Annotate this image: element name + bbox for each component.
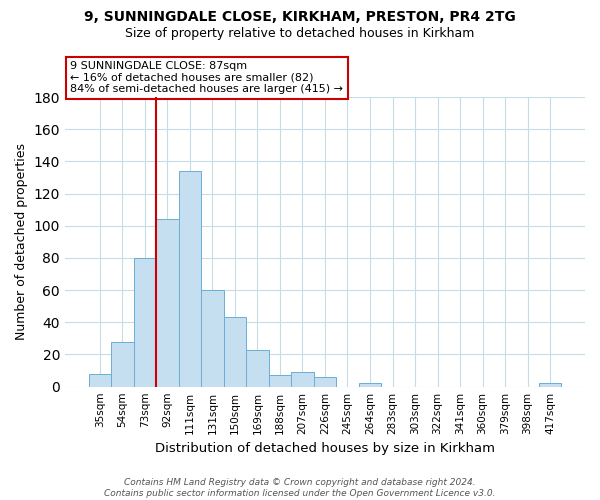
Bar — [134, 258, 156, 386]
Bar — [359, 384, 381, 386]
Text: 9 SUNNINGDALE CLOSE: 87sqm
← 16% of detached houses are smaller (82)
84% of semi: 9 SUNNINGDALE CLOSE: 87sqm ← 16% of deta… — [70, 61, 343, 94]
Bar — [179, 171, 201, 386]
Text: Size of property relative to detached houses in Kirkham: Size of property relative to detached ho… — [125, 28, 475, 40]
Y-axis label: Number of detached properties: Number of detached properties — [15, 144, 28, 340]
Bar — [224, 318, 246, 386]
Bar — [111, 342, 134, 386]
Bar — [246, 350, 269, 387]
Bar — [291, 372, 314, 386]
Bar — [314, 377, 336, 386]
Bar — [89, 374, 111, 386]
Bar — [201, 290, 224, 386]
Text: Contains HM Land Registry data © Crown copyright and database right 2024.
Contai: Contains HM Land Registry data © Crown c… — [104, 478, 496, 498]
Bar — [539, 384, 562, 386]
Bar — [156, 220, 179, 386]
Bar — [269, 376, 291, 386]
X-axis label: Distribution of detached houses by size in Kirkham: Distribution of detached houses by size … — [155, 442, 495, 455]
Text: 9, SUNNINGDALE CLOSE, KIRKHAM, PRESTON, PR4 2TG: 9, SUNNINGDALE CLOSE, KIRKHAM, PRESTON, … — [84, 10, 516, 24]
